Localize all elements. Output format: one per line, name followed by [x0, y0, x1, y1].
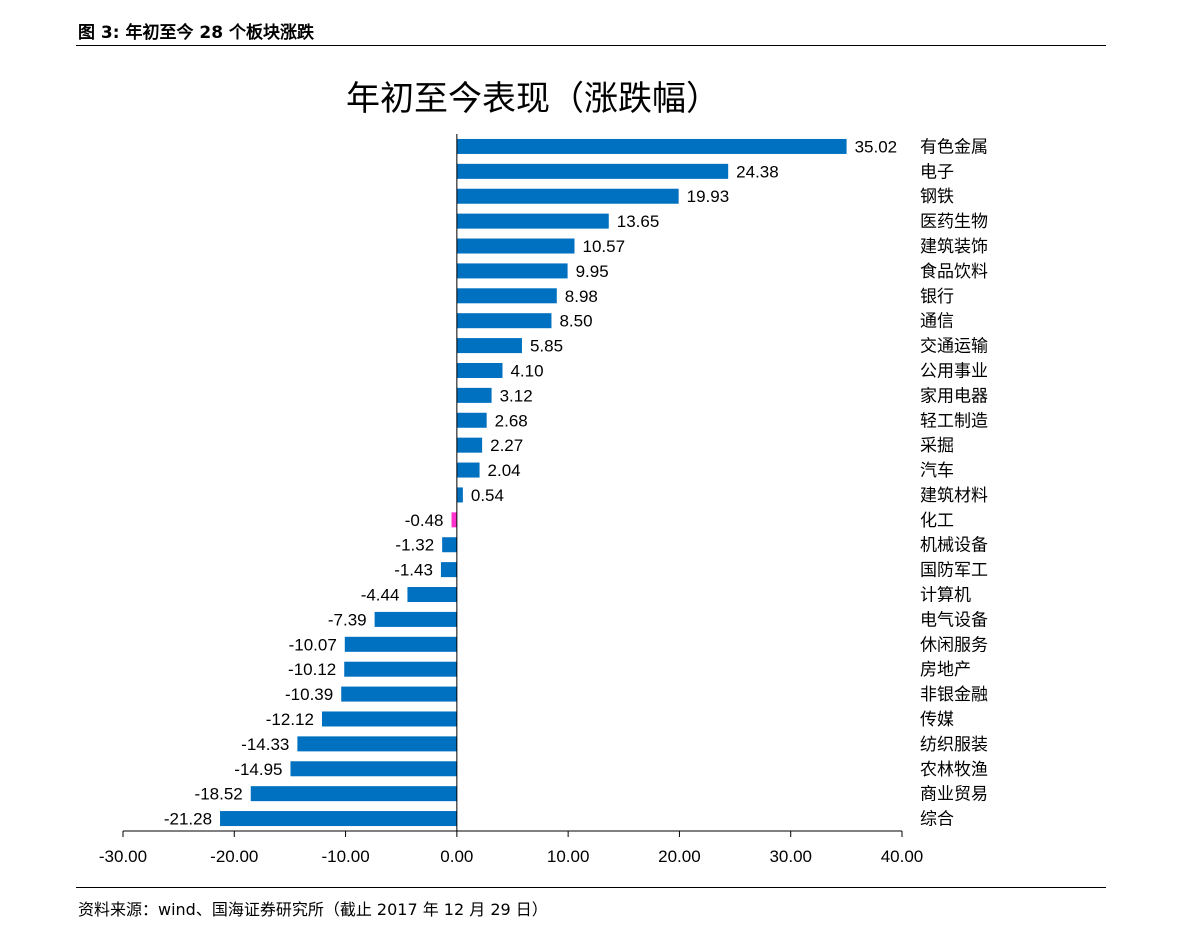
bar: [456, 362, 503, 378]
x-tick-label: -10.00: [321, 847, 369, 866]
category-label: 计算机: [920, 586, 971, 606]
bar: [442, 537, 457, 553]
bar: [456, 138, 847, 154]
x-tick-label: 20.00: [658, 847, 701, 866]
data-label: -0.48: [405, 511, 444, 530]
bar: [344, 636, 457, 652]
bar: [456, 288, 557, 304]
data-label: 2.27: [490, 436, 523, 455]
data-label: -1.43: [394, 561, 433, 580]
x-tick-label: -20.00: [210, 847, 258, 866]
category-label: 采掘: [920, 436, 954, 456]
category-label: 建筑材料: [920, 486, 988, 506]
data-label: 4.10: [510, 361, 543, 380]
bar: [456, 437, 483, 453]
bar: [321, 711, 457, 727]
category-label: 农林牧渔: [920, 760, 988, 780]
data-label: 5.85: [530, 337, 563, 356]
x-tick-label: 40.00: [881, 847, 924, 866]
bar: [250, 786, 457, 802]
category-label: 有色金属: [920, 137, 988, 157]
category-label: 汽车: [920, 461, 954, 481]
x-tick-label: 10.00: [547, 847, 590, 866]
category-label: 公用事业: [920, 361, 988, 381]
bar: [220, 811, 457, 827]
bar: [440, 562, 457, 578]
data-label: 10.57: [582, 237, 625, 256]
category-label: 机械设备: [920, 536, 988, 556]
category-label: 建筑装饰: [920, 237, 988, 257]
x-tick-label: -30.00: [99, 847, 147, 866]
category-label: 医药生物: [920, 212, 988, 232]
bar: [374, 611, 457, 627]
bar: [456, 462, 480, 478]
category-label: 通信: [920, 312, 954, 332]
category-label: 纺织服装: [920, 735, 988, 755]
data-label: 8.98: [565, 287, 598, 306]
category-label: 电子: [920, 162, 954, 182]
bar: [451, 512, 457, 528]
category-label: 综合: [920, 810, 954, 830]
data-label: -12.12: [266, 710, 314, 729]
data-label: -14.95: [234, 760, 282, 779]
bar: [456, 338, 522, 354]
bar: [344, 661, 457, 677]
bar: [290, 761, 457, 777]
data-label: 35.02: [855, 137, 898, 156]
data-label: -10.12: [288, 660, 336, 679]
data-label: -4.44: [361, 586, 400, 605]
header-rule: [76, 45, 1106, 46]
category-label: 交通运输: [920, 337, 988, 357]
category-label: 轻工制造: [920, 411, 988, 431]
figure-header: 图 3: 年初至今 28 个板块涨跌: [78, 23, 314, 43]
bar: [456, 412, 487, 428]
bar: [456, 188, 679, 204]
footer-rule: [76, 887, 1106, 888]
category-label: 非银金融: [920, 685, 988, 705]
category-label: 食品饮料: [920, 262, 988, 282]
data-label: -21.28: [164, 810, 212, 829]
chart-title: 年初至今表现（涨跌幅）: [346, 79, 720, 119]
data-label: -7.39: [328, 610, 367, 629]
bar: [456, 487, 463, 503]
x-tick-label: 30.00: [769, 847, 812, 866]
x-tick-label: 0.00: [440, 847, 473, 866]
data-label: -10.39: [285, 685, 333, 704]
category-label: 家用电器: [920, 386, 988, 406]
data-label: 3.12: [500, 386, 533, 405]
data-label: 0.54: [471, 486, 504, 505]
bar: [456, 313, 552, 329]
bar: [456, 213, 609, 229]
data-label: 2.68: [495, 411, 528, 430]
category-label: 银行: [920, 287, 954, 307]
data-label: -1.32: [395, 536, 434, 555]
bar: [407, 587, 457, 603]
data-label: 24.38: [736, 162, 779, 181]
category-label: 传媒: [920, 710, 954, 730]
bar: [456, 238, 575, 254]
data-label: 19.93: [687, 187, 730, 206]
data-label: -18.52: [195, 785, 243, 804]
bar: [456, 163, 729, 179]
bar: [297, 736, 457, 752]
category-label: 钢铁: [920, 187, 954, 207]
category-label: 商业贸易: [920, 785, 988, 805]
category-label: 休闲服务: [920, 635, 988, 655]
data-label: 9.95: [576, 262, 609, 281]
data-label: -14.33: [241, 735, 289, 754]
data-label: 2.04: [488, 461, 521, 480]
category-label: 化工: [920, 511, 954, 531]
bar: [341, 686, 457, 702]
bar: [456, 263, 568, 279]
source-note: 资料来源：wind、国海证券研究所（截止 2017 年 12 月 29 日）: [78, 900, 548, 919]
category-label: 国防军工: [920, 561, 988, 581]
bar: [456, 387, 492, 403]
category-label: 电气设备: [920, 610, 988, 630]
data-label: -10.07: [289, 635, 337, 654]
category-label: 房地产: [920, 660, 971, 680]
data-label: 8.50: [559, 312, 592, 331]
data-label: 13.65: [617, 212, 660, 231]
